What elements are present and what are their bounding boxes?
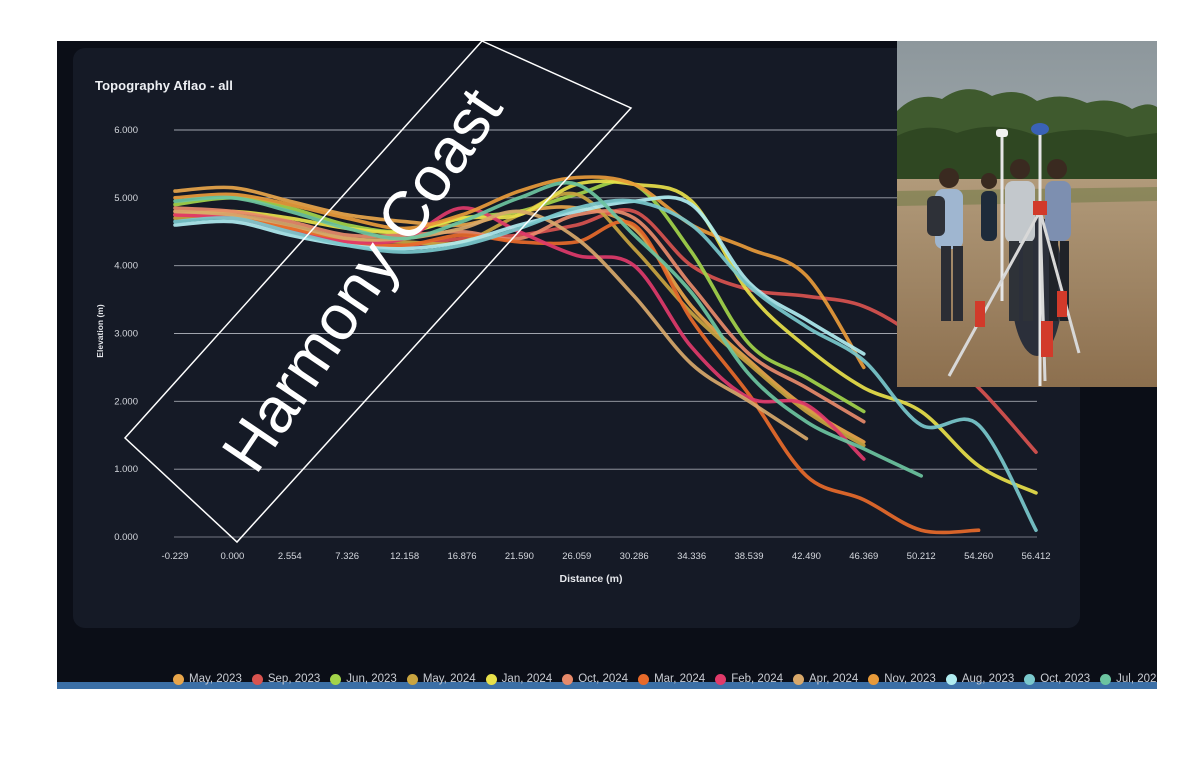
x-tick-labels: -0.229 0.000 2.554 7.326 12.158 16.876 21.590 2…: [162, 551, 1051, 562]
series-line-mar-2024: [173, 213, 981, 535]
legend-item[interactable]: Jan, 2024: [485, 673, 553, 685]
legend-color-dot: [485, 673, 497, 685]
legend-color-dot: [868, 673, 880, 685]
x-tick-label: 21.590: [505, 551, 534, 562]
legend-label: Sep, 2023: [267, 673, 321, 685]
x-tick-label: 0.000: [221, 551, 245, 562]
legend-color-dot: [1100, 673, 1112, 685]
x-tick-label: 56.412: [1021, 551, 1050, 562]
x-tick-label: 16.876: [447, 551, 476, 562]
x-tick-label: 46.369: [849, 551, 878, 562]
legend-label: May, 2024: [422, 673, 476, 685]
legend-item[interactable]: Feb, 2024: [715, 673, 783, 685]
legend-label: Jan, 2024: [501, 673, 553, 685]
y-tick-label: 3.000: [114, 329, 138, 340]
legend-item[interactable]: Jun, 2023: [330, 673, 397, 685]
legend-label: Apr, 2024: [809, 673, 859, 685]
legend-item[interactable]: Mar, 2024: [638, 673, 705, 685]
legend-color-dot: [945, 673, 957, 685]
legend-label: Mar, 2024: [654, 673, 706, 685]
x-tick-label: 50.212: [907, 551, 936, 562]
y-tick-label: 5.000: [114, 193, 138, 204]
legend-color-dot: [638, 673, 650, 685]
legend-label: Nov, 2023: [884, 673, 936, 685]
legend-color-dot: [562, 673, 574, 685]
y-tick-label: 4.000: [114, 261, 138, 272]
x-tick-label: -0.229: [162, 551, 189, 562]
legend-label: Jul, 2023: [1116, 673, 1157, 685]
x-tick-label: 42.490: [792, 551, 821, 562]
y-tick-label: 1.000: [114, 464, 138, 475]
x-tick-label: 2.554: [278, 551, 302, 562]
legend-color-dot: [251, 673, 263, 685]
legend-label: Oct, 2023: [1040, 673, 1091, 685]
x-tick-label: 30.286: [620, 551, 649, 562]
legend-strip: [57, 682, 1157, 689]
legend-item[interactable]: Oct, 2024: [562, 673, 628, 685]
legend-item[interactable]: Sep, 2023: [251, 673, 321, 685]
legend-item[interactable]: Aug, 2023: [945, 673, 1015, 685]
legend-item[interactable]: Nov, 2023: [868, 673, 936, 685]
legend-item[interactable]: May, 2024: [406, 673, 476, 685]
x-tick-label: 38.539: [734, 551, 763, 562]
x-tick-label: 7.326: [335, 551, 359, 562]
y-tick-label: 2.000: [114, 396, 138, 407]
legend-label: Aug, 2023: [961, 673, 1015, 685]
legend-color-dot: [1024, 673, 1036, 685]
y-axis-label: Elevation (m): [95, 304, 105, 358]
x-tick-label: 26.059: [562, 551, 591, 562]
x-tick-label: 54.260: [964, 551, 993, 562]
legend-item[interactable]: Oct, 2023: [1024, 673, 1090, 685]
legend-label: May, 2023: [189, 673, 242, 685]
legend-label: Oct, 2024: [578, 673, 629, 685]
legend-label: Feb, 2024: [731, 673, 784, 685]
legend-color-dot: [793, 673, 805, 685]
y-tick-label: 0.000: [114, 532, 138, 543]
legend-color-dot: [406, 673, 418, 685]
y-tick-labels: 0.000 1.000 2.000 3.000 4.000 5.000 6.000: [114, 125, 138, 543]
survey-team-photo: [897, 41, 1157, 387]
legend-item[interactable]: May, 2023: [173, 673, 242, 685]
legend-item[interactable]: Jul, 2023: [1100, 673, 1157, 685]
legend-color-dot: [330, 673, 342, 685]
x-tick-label: 34.336: [677, 551, 706, 562]
x-axis-label: Distance (m): [559, 573, 622, 585]
series-line-oct-2024: [173, 206, 866, 424]
legend-label: Jun, 2023: [346, 673, 397, 685]
chart-legend: May, 2023 Sep, 2023 Jun, 2023 May, 2024 Jan,…: [173, 670, 1157, 688]
legend-color-dot: [173, 673, 184, 685]
legend-item[interactable]: Apr, 2024: [793, 673, 858, 685]
x-tick-label: 12.158: [390, 551, 419, 562]
legend-color-dot: [715, 673, 727, 685]
y-tick-label: 6.000: [114, 125, 138, 136]
